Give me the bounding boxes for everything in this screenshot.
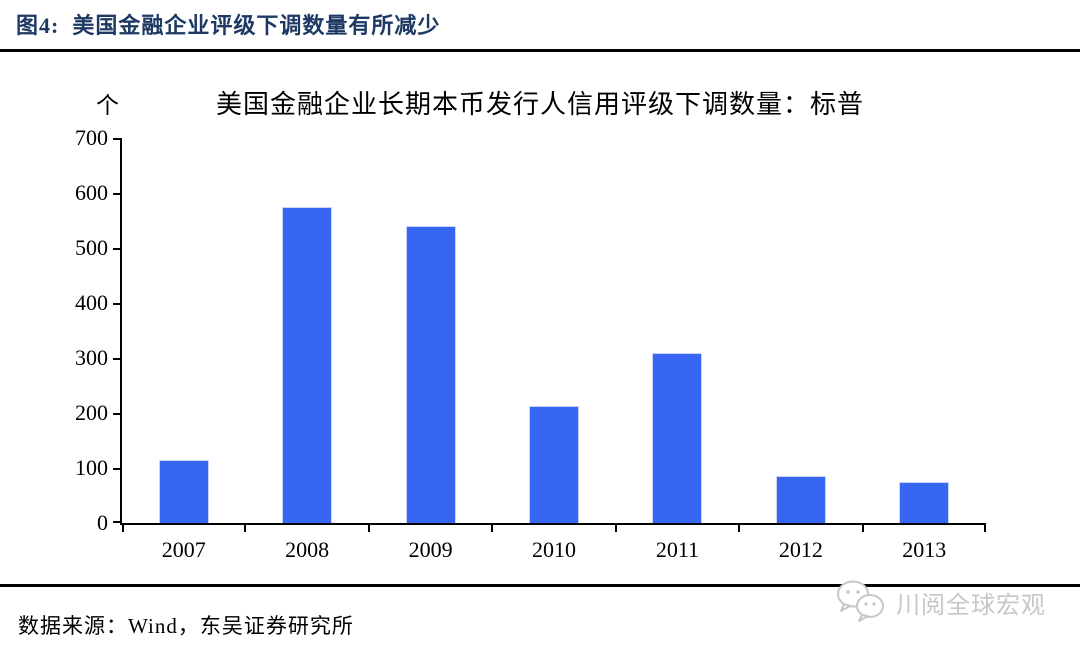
y-tick-label: 100 — [75, 455, 108, 480]
y-tick-mark — [113, 303, 122, 305]
plot-area: 0 100 200 300 400 500 600 700 2007 2008 2009 2010 20… — [75, 125, 986, 562]
y-tick-mark — [113, 138, 122, 140]
y-tick-label: 600 — [75, 180, 108, 205]
bar-2013 — [899, 481, 950, 523]
y-tick-label: 200 — [75, 400, 108, 425]
x-tick-label: 2007 — [161, 537, 206, 562]
x-tick-mark — [984, 523, 986, 532]
x-tick-label: 2010 — [532, 537, 576, 562]
bottom-divider — [0, 584, 1080, 587]
data-source: 数据来源：Wind，东吴证券研究所 — [18, 614, 354, 638]
bar-2011 — [652, 352, 703, 523]
y-tick-mark — [113, 358, 122, 360]
x-tick-label: 2011 — [655, 537, 700, 562]
y-tick-label: 400 — [75, 290, 108, 315]
watermark-text: 川阅全球宏观 — [896, 592, 1046, 619]
y-tick-label: 700 — [75, 125, 108, 150]
y-tick-mark — [113, 468, 122, 470]
x-tick-label: 2013 — [902, 537, 947, 562]
chart-title: 美国金融企业长期本币发行人信用评级下调数量：标普 — [215, 90, 864, 119]
watermark: 川阅全球宏观 — [832, 579, 1046, 625]
y-tick-mark — [113, 413, 122, 415]
bar-2009 — [405, 226, 456, 523]
y-tick-label: 300 — [75, 345, 108, 370]
y-axis-unit-label: 个 — [96, 93, 119, 118]
x-tick-mark — [738, 523, 741, 532]
bar-2008 — [282, 206, 333, 523]
y-tick-mark — [113, 521, 122, 523]
bar-2007 — [158, 459, 209, 523]
y-tick-mark — [113, 248, 122, 250]
bar-2012 — [775, 476, 826, 523]
x-tick-mark — [122, 523, 124, 532]
x-tick-mark — [491, 523, 494, 532]
x-tick-mark — [367, 523, 370, 532]
y-tick-mark — [113, 193, 122, 195]
x-tick-label: 2012 — [778, 537, 823, 562]
bar-2010 — [529, 406, 579, 523]
wechat-icon — [837, 580, 884, 622]
x-tick-mark — [244, 523, 247, 532]
figure-caption: 图4: 美国金融企业评级下调数量有所减少 — [16, 13, 441, 38]
x-tick-label: 2009 — [408, 537, 453, 562]
x-tick-mark — [614, 523, 617, 532]
y-tick-label: 0 — [97, 510, 108, 535]
top-divider — [0, 49, 1080, 52]
x-tick-mark — [861, 523, 864, 532]
x-tick-label: 2008 — [285, 537, 330, 562]
y-tick-label: 500 — [75, 235, 108, 260]
